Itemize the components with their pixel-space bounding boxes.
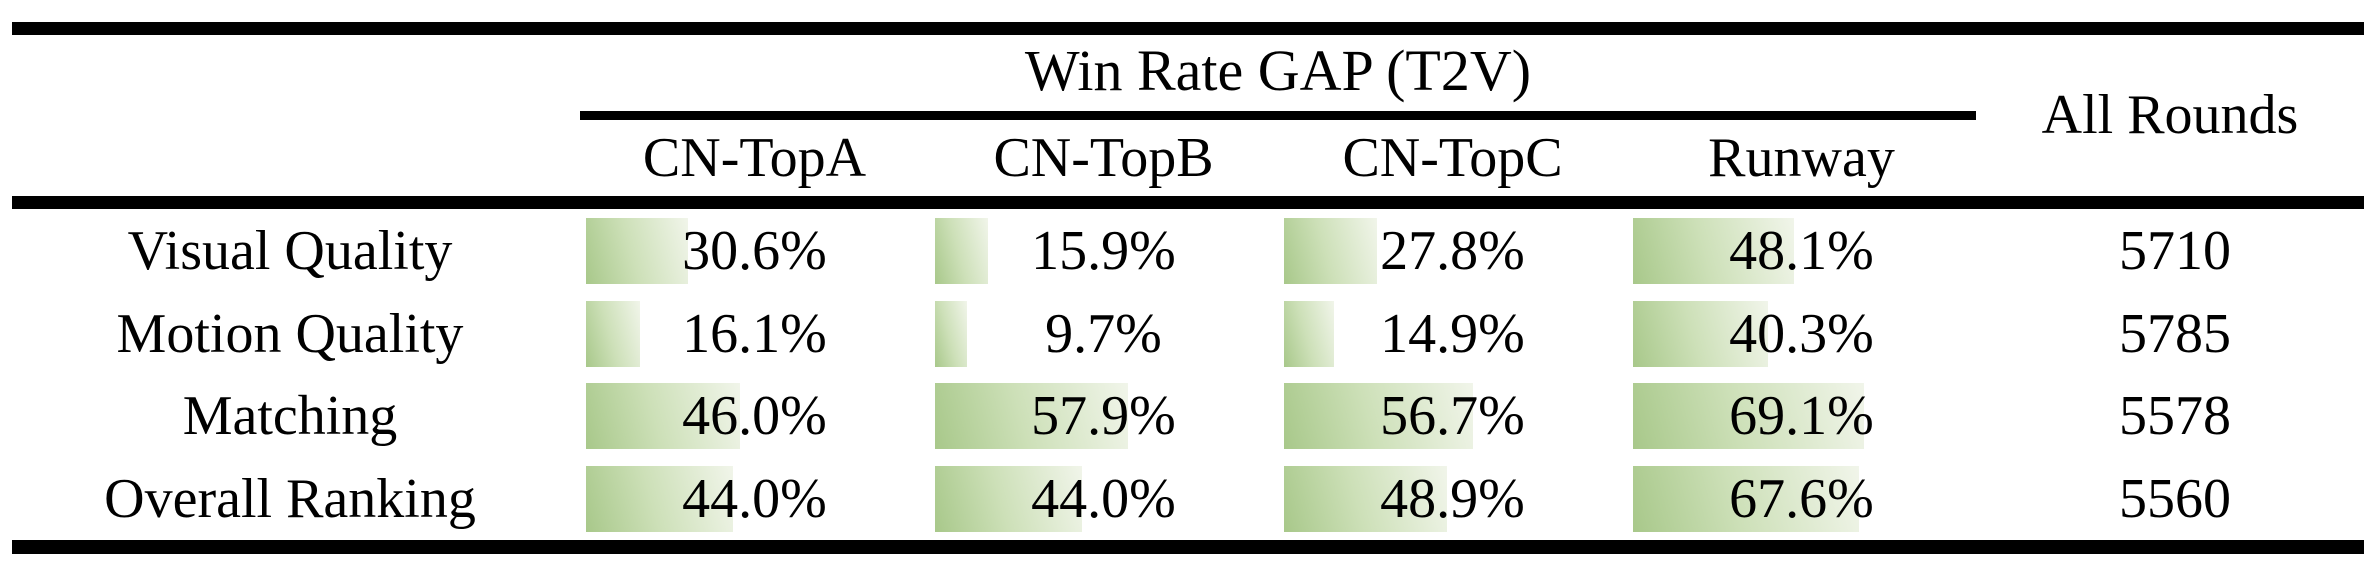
win-rate-cell: 40.3% [1627, 293, 1976, 376]
header-bottom-rule [12, 196, 2364, 209]
win-rate-value: 15.9% [1031, 220, 1176, 283]
win-rate-cell: 46.0% [580, 375, 929, 458]
row-label: Matching [182, 385, 398, 448]
win-rate-cell: 9.7% [929, 293, 1278, 376]
row-label: Overall Ranking [104, 467, 476, 530]
win-rate-value: 44.0% [1031, 467, 1176, 530]
table-bottom-rule [12, 540, 2364, 554]
win-rate-cell: 48.1% [1627, 210, 1976, 293]
win-rate-value: 67.6% [1729, 467, 1874, 530]
win-rate-bar [1633, 218, 1794, 285]
win-rate-cell: 16.1% [580, 293, 929, 376]
win-rate-cell: 14.9% [1278, 293, 1627, 376]
column-header-all-rounds: All Rounds [2041, 84, 2299, 146]
table-row: Visual Quality 30.6% 15.9% 27.8% 48.1% 5710 [0, 210, 2376, 293]
win-rate-cell: 57.9% [929, 375, 1278, 458]
win-rate-value: 69.1% [1729, 385, 1874, 448]
table-row: Matching 46.0% 57.9% 56.7% 69.1% 5578 [0, 375, 2376, 458]
win-rate-cell: 44.0% [580, 458, 929, 541]
win-rate-bar [1284, 465, 1448, 532]
win-rate-bar [586, 300, 640, 367]
win-rate-value: 48.1% [1729, 220, 1874, 283]
win-rate-value: 56.7% [1380, 385, 1525, 448]
table-body: Visual Quality 30.6% 15.9% 27.8% 48.1% 5710 … [0, 210, 2376, 540]
win-rate-bar [1633, 300, 1768, 367]
win-rate-bar [935, 300, 968, 367]
win-rate-value: 14.9% [1380, 302, 1525, 365]
win-rate-value: 46.0% [682, 385, 827, 448]
table-top-rule [12, 22, 2364, 35]
all-rounds-value: 5710 [2119, 220, 2231, 283]
win-rate-cell: 44.0% [929, 458, 1278, 541]
win-rate-value: 40.3% [1729, 302, 1874, 365]
win-rate-bar [1284, 383, 1474, 450]
win-rate-value: 57.9% [1031, 385, 1176, 448]
all-rounds-value: 5578 [2119, 385, 2231, 448]
row-label: Visual Quality [127, 220, 453, 283]
group-header-win-rate-gap: Win Rate GAP (T2V) [1024, 37, 1532, 103]
column-header-cn-topc: CN-TopC [1342, 127, 1563, 189]
win-rate-cell: 56.7% [1278, 375, 1627, 458]
win-rate-value: 16.1% [682, 302, 827, 365]
table-row: Overall Ranking 44.0% 44.0% 48.9% 67.6% 5560 [0, 458, 2376, 541]
win-rate-bar [1633, 383, 1864, 450]
win-rate-cell: 69.1% [1627, 375, 1976, 458]
win-rate-value: 9.7% [1045, 302, 1162, 365]
win-rate-value: 44.0% [682, 467, 827, 530]
win-rate-bar [935, 465, 1082, 532]
column-headers-row: CN-TopA CN-TopB CN-TopC Runway [580, 120, 1976, 196]
win-rate-cell: 15.9% [929, 210, 1278, 293]
win-rate-bar [935, 218, 989, 285]
win-rate-value: 30.6% [682, 220, 827, 283]
win-rate-value: 27.8% [1380, 220, 1525, 283]
column-header-cn-topb: CN-TopB [993, 127, 1214, 189]
all-rounds-value: 5785 [2119, 302, 2231, 365]
win-rate-bar [586, 218, 689, 285]
column-header-runway: Runway [1708, 127, 1895, 189]
win-rate-bar [935, 383, 1129, 450]
table-row: Motion Quality 16.1% 9.7% 14.9% 40.3% 5785 [0, 293, 2376, 376]
win-rate-cell: 30.6% [580, 210, 929, 293]
win-rate-bar [1284, 300, 1334, 367]
win-rate-value: 48.9% [1380, 467, 1525, 530]
all-rounds-value: 5560 [2119, 467, 2231, 530]
win-rate-bar [586, 383, 740, 450]
win-rate-bar [1633, 465, 1859, 532]
row-label: Motion Quality [116, 302, 464, 365]
column-header-cn-topa: CN-TopA [642, 127, 867, 189]
group-header-underline-rule [580, 111, 1976, 120]
win-rate-bar [1284, 218, 1377, 285]
win-rate-cell: 48.9% [1278, 458, 1627, 541]
win-rate-cell: 67.6% [1627, 458, 1976, 541]
win-rate-bar [586, 465, 733, 532]
win-rate-cell: 27.8% [1278, 210, 1627, 293]
